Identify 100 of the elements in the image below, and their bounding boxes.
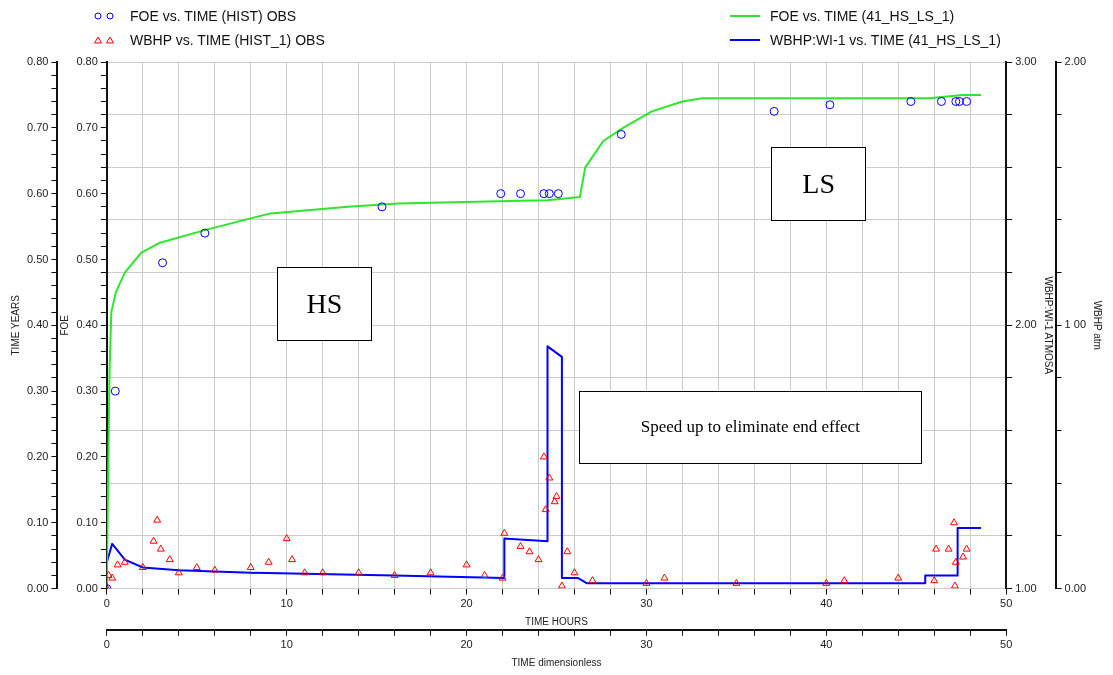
x2-tick-label: 50	[1000, 597, 1013, 610]
annotation: Speed up to eliminate end effect	[640, 417, 860, 438]
y-tick-label: 0.20	[76, 449, 98, 462]
point	[825, 100, 835, 110]
point	[282, 534, 291, 542]
x2-tick-label: 30	[640, 597, 653, 610]
point	[932, 544, 940, 552]
legend-label: FOE vs. TIME (41_HS_LS_1)	[770, 8, 955, 24]
point	[516, 189, 526, 199]
point	[822, 578, 831, 586]
y-tick-label: 0.60	[76, 186, 98, 199]
point	[426, 568, 435, 576]
point	[962, 544, 971, 552]
point	[534, 555, 543, 563]
annotation: LS	[802, 167, 835, 200]
y-tick-label: 0.70	[76, 120, 98, 133]
text: 0.40	[26, 318, 49, 331]
point	[616, 129, 626, 139]
point	[264, 557, 273, 565]
y-tick-label: 0.10	[76, 515, 98, 528]
point	[354, 568, 363, 576]
y2-tick-label: 1.00	[1015, 581, 1037, 594]
x-tick-label: 30	[640, 638, 653, 651]
x2-axis-title: TIME dimensionless	[511, 656, 602, 668]
point	[288, 555, 297, 563]
point	[930, 576, 939, 584]
point	[498, 573, 507, 581]
point	[156, 544, 165, 552]
y-tick-label: 0.50	[76, 252, 98, 265]
point	[944, 544, 953, 552]
text: 0.20	[26, 449, 49, 462]
point	[906, 97, 916, 106]
point	[192, 563, 201, 571]
point	[106, 570, 113, 578]
point	[539, 452, 548, 460]
text: TIME YEARS	[9, 294, 21, 356]
point	[318, 568, 327, 576]
y-tick-label: 0.40	[76, 318, 98, 331]
text: 0.50	[26, 252, 49, 265]
point	[480, 570, 489, 578]
note-box: Speed up to eliminate end effect	[578, 391, 922, 464]
point	[936, 97, 946, 106]
point	[553, 189, 563, 199]
point	[552, 491, 561, 499]
point	[108, 573, 117, 581]
legend-label: WBHP:WI-1 vs. TIME (41_HS_LS_1)	[770, 32, 1001, 48]
y3-tick-label: 2.00	[1064, 55, 1087, 68]
note-box: LS	[771, 146, 866, 221]
point	[732, 578, 741, 586]
point	[149, 536, 158, 544]
x-tick-label: 20	[460, 638, 473, 651]
y3-axis-title: WBHP atm	[1092, 300, 1104, 350]
point	[113, 560, 122, 568]
y2-tick-label: 2.00	[1015, 318, 1037, 331]
point	[962, 97, 972, 106]
text: 0.80	[26, 55, 49, 68]
point	[377, 202, 387, 212]
point	[516, 541, 525, 549]
point	[550, 497, 559, 505]
y-tick-label: 0.30	[76, 384, 98, 397]
x-tick-label: 10	[280, 638, 293, 651]
point	[300, 568, 309, 576]
point	[563, 547, 572, 555]
point	[500, 528, 509, 536]
x-tick-label: 50	[1000, 638, 1013, 651]
point	[959, 552, 967, 560]
point	[110, 386, 120, 396]
point	[588, 576, 597, 584]
point	[246, 563, 255, 571]
point	[660, 573, 669, 581]
y2-axis-title: WBHP:WI-1 ATMOSA	[1042, 276, 1054, 375]
point	[950, 581, 959, 589]
point	[174, 568, 183, 576]
point	[570, 568, 579, 576]
point	[158, 258, 168, 268]
x2-tick-label: 10	[280, 597, 293, 610]
x-tick-label: 40	[820, 638, 833, 651]
x-axis-title: TIME HOURS	[525, 615, 589, 627]
point	[950, 518, 958, 526]
y-tick-label: 0.00	[76, 581, 98, 594]
legend-label: WBHP vs. TIME (HIST_1) OBS	[130, 32, 325, 48]
point	[544, 189, 554, 199]
note-box: HS	[276, 267, 373, 342]
x2-tick-label: 0	[103, 597, 110, 610]
point	[951, 557, 960, 565]
annotation: HS	[306, 288, 343, 321]
x2-tick-label: 40	[820, 597, 833, 610]
point	[153, 515, 162, 523]
text: 0.70	[26, 120, 49, 133]
x-tick-label: 0	[103, 638, 110, 651]
point	[138, 563, 147, 571]
point	[951, 97, 961, 106]
point	[390, 570, 399, 578]
x2-tick-label: 20	[460, 597, 473, 610]
point	[545, 473, 554, 481]
point	[120, 557, 129, 565]
point	[496, 189, 506, 199]
point	[557, 581, 566, 589]
point	[165, 555, 174, 563]
text: 0.60	[26, 186, 49, 199]
